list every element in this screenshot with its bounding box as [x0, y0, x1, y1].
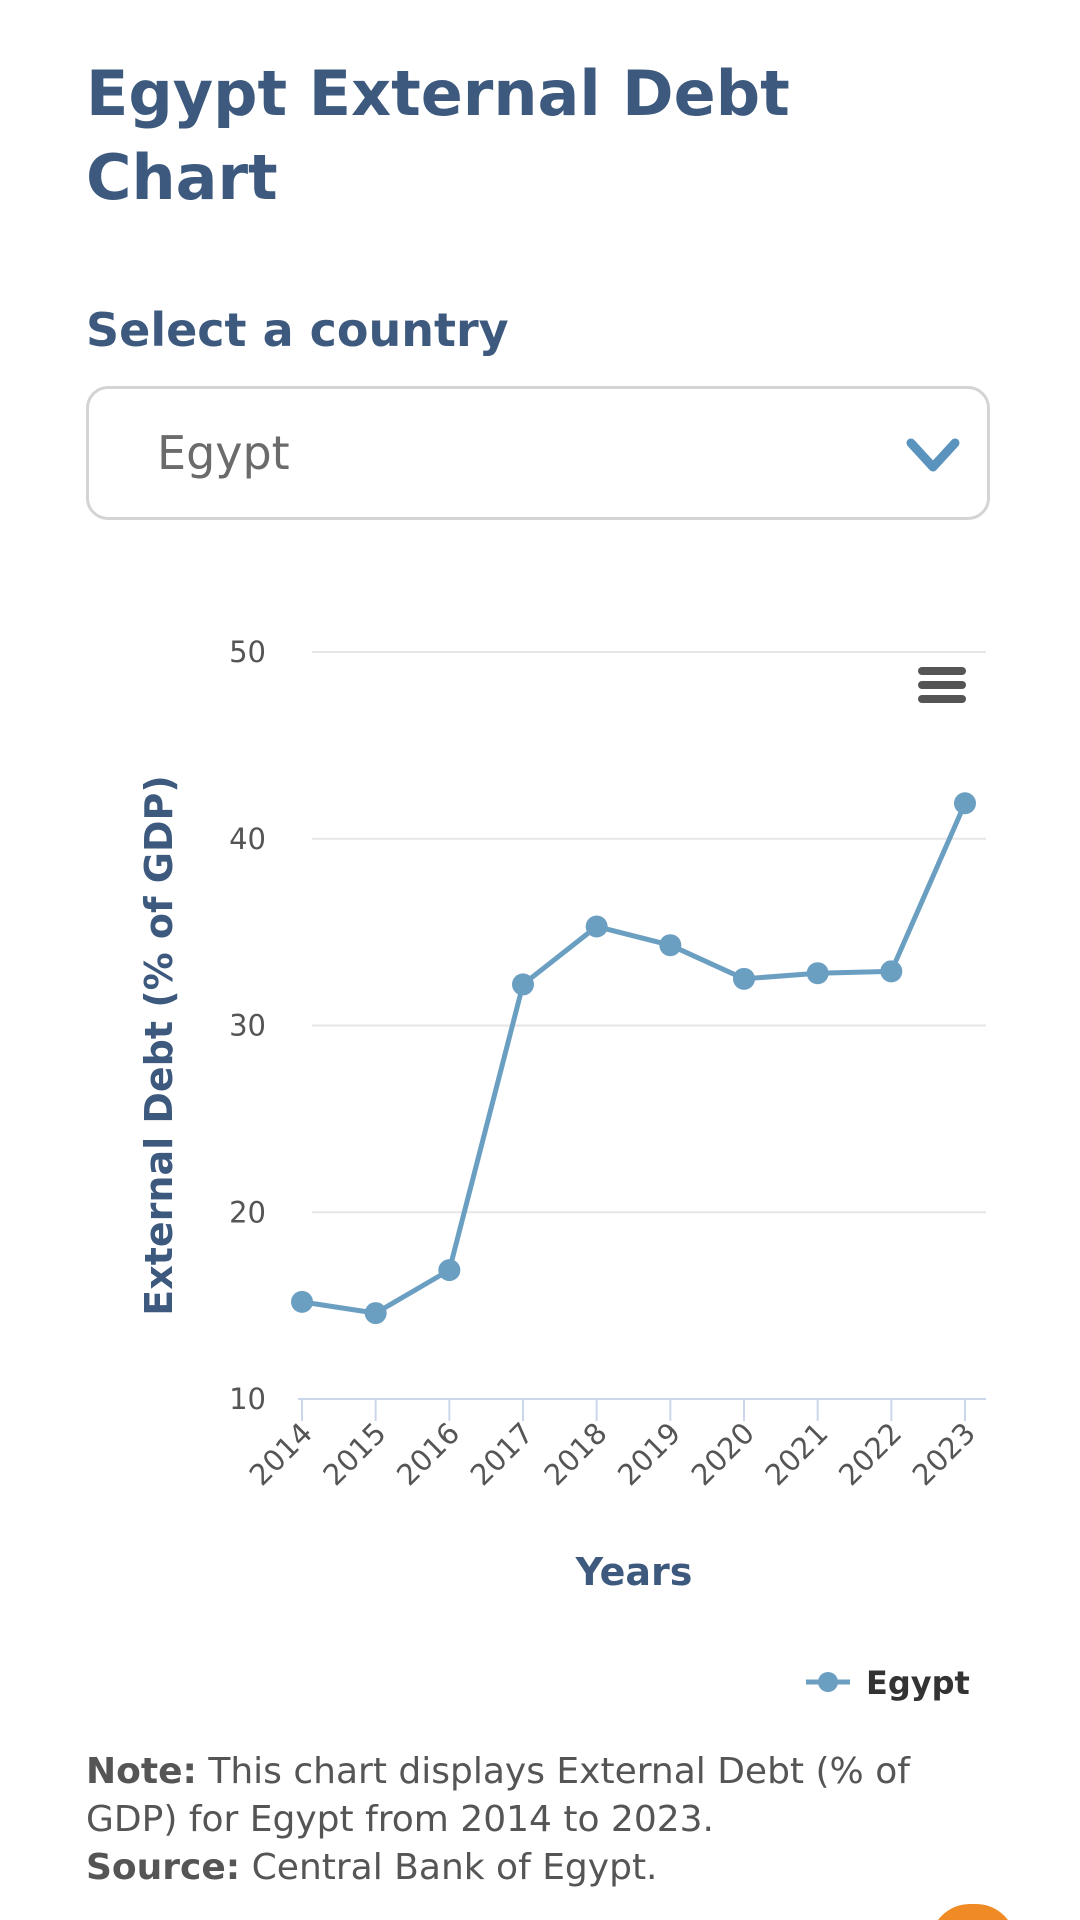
y-tick-label: 40	[229, 822, 266, 856]
data-point-2016[interactable]	[438, 1259, 461, 1282]
data-point-2019[interactable]	[659, 934, 682, 957]
data-point-2022[interactable]	[880, 960, 903, 983]
y-tick-label: 50	[229, 635, 266, 669]
x-tick-label: 2022	[832, 1416, 908, 1492]
y-axis-ticks: 10 20 30 40 50	[229, 635, 266, 1416]
floating-action-button[interactable]	[930, 1904, 1016, 1920]
x-tick-label: 2014	[243, 1416, 319, 1492]
y-tick-label: 30	[229, 1009, 266, 1043]
note-text: This chart displays External Debt (% of …	[86, 1751, 910, 1840]
country-select-value: Egypt	[157, 426, 290, 480]
source-text: Central Bank of Egypt.	[251, 1847, 658, 1888]
country-select[interactable]: Egypt	[86, 386, 990, 520]
x-tick-label: 2020	[685, 1416, 761, 1492]
x-tick-label: 2017	[464, 1416, 540, 1492]
x-tick-label: 2015	[316, 1416, 392, 1492]
x-tick-label: 2021	[758, 1416, 834, 1492]
legend[interactable]: Egypt	[806, 1664, 970, 1702]
grid-lines	[312, 651, 986, 1214]
page-title: Egypt External Debt Chart	[86, 57, 790, 214]
source-label: Source:	[86, 1847, 241, 1888]
x-axis-title: Years	[575, 1550, 693, 1594]
select-country-label: Select a country	[86, 303, 509, 357]
legend-label-egypt: Egypt	[866, 1664, 970, 1702]
data-point-2015[interactable]	[364, 1302, 387, 1325]
data-point-2021[interactable]	[806, 962, 829, 985]
data-point-2020[interactable]	[733, 967, 755, 990]
x-tick-label: 2023	[906, 1416, 982, 1492]
y-axis-title: External Debt (% of GDP)	[137, 775, 181, 1316]
data-point-2018[interactable]	[585, 915, 608, 938]
y-tick-label: 20	[229, 1195, 266, 1229]
note-label: Note:	[86, 1751, 197, 1792]
chevron-down-icon	[906, 438, 960, 472]
series-line	[299, 800, 968, 1316]
hamburger-menu-icon[interactable]	[918, 667, 966, 703]
y-tick-label: 10	[229, 1382, 266, 1416]
legend-marker	[818, 1672, 838, 1692]
x-tick-label: 2019	[611, 1416, 687, 1492]
x-tick-label: 2018	[537, 1416, 613, 1492]
series-egypt	[291, 792, 976, 1325]
data-point-2017[interactable]	[512, 973, 534, 996]
x-tick-label: 2016	[390, 1416, 466, 1492]
data-point-2023[interactable]	[954, 792, 976, 815]
data-point-2014[interactable]	[291, 1290, 313, 1313]
chart-note: Note: This chart displays External Debt …	[86, 1748, 1006, 1892]
